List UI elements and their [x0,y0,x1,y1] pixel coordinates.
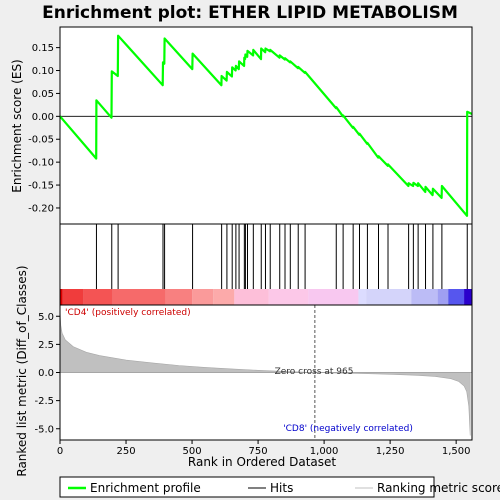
colorbar-segment [448,289,465,305]
zero-cross-label: Zero cross at 965 [275,367,354,377]
es-y-tick-label: 0.00 [32,112,54,123]
es-axis-title: Enrichment score (ES) [10,59,24,192]
metric-y-tick-label: 5.0 [38,312,54,323]
colorbar-segment [268,289,309,305]
legend-label: Enrichment profile [90,481,201,495]
x-tick-label: 1,500 [442,446,471,457]
es-y-tick-label: 0.10 [32,66,54,77]
colorbar-segment [464,289,472,305]
positive-class-label: 'CD4' (positively correlated) [65,308,191,318]
es-y-tick-label: 0.15 [32,43,54,54]
colorbar-segment [358,289,367,305]
colorbar-segment [62,289,84,305]
x-tick-label: 750 [249,446,268,457]
metric-y-tick-label: -5.0 [34,424,54,435]
x-axis-title: Rank in Ordered Dataset [188,455,336,469]
chart-title: Enrichment plot: ETHER LIPID METABOLISM [42,3,458,23]
colorbar-segment [213,289,235,305]
x-tick-label: 250 [116,446,135,457]
es-y-tick-label: -0.15 [28,181,54,192]
colorbar-segment [308,289,359,305]
x-tick-label: 1,000 [310,446,339,457]
x-tick-label: 1,250 [376,446,405,457]
negative-class-label: 'CD8' (negatively correlated) [283,424,413,434]
es-panel-background [60,27,472,224]
hits-panel-background [60,224,472,289]
colorbar-segment [366,289,412,305]
colorbar-segment [437,289,449,305]
es-y-tick-label: 0.05 [32,89,54,100]
colorbar-segment [83,289,113,305]
colorbar-segment [411,289,438,305]
colorbar-segment [165,289,193,305]
es-y-tick-label: -0.20 [28,203,54,214]
legend-box [59,476,435,498]
legend-label: Ranking metric scores [377,481,500,495]
colorbar-segment [192,289,214,305]
colorbar-segment [112,289,166,305]
metric-y-tick-label: 2.5 [38,340,54,351]
colorbar-segment [234,289,269,305]
es-y-tick-label: -0.05 [28,135,54,146]
colorbar-segment [60,289,63,305]
metric-axis-title: Ranked list metric (Diff_of_Classes) [15,265,29,476]
metric-y-tick-label: 0.0 [38,368,54,379]
legend-label: Hits [270,481,293,495]
x-tick-label: 0 [57,446,63,457]
enrichment-profile-line [59,34,473,217]
x-tick-label: 500 [183,446,202,457]
metric-y-tick-label: -2.5 [34,396,54,407]
es-y-tick-label: -0.10 [28,158,54,169]
